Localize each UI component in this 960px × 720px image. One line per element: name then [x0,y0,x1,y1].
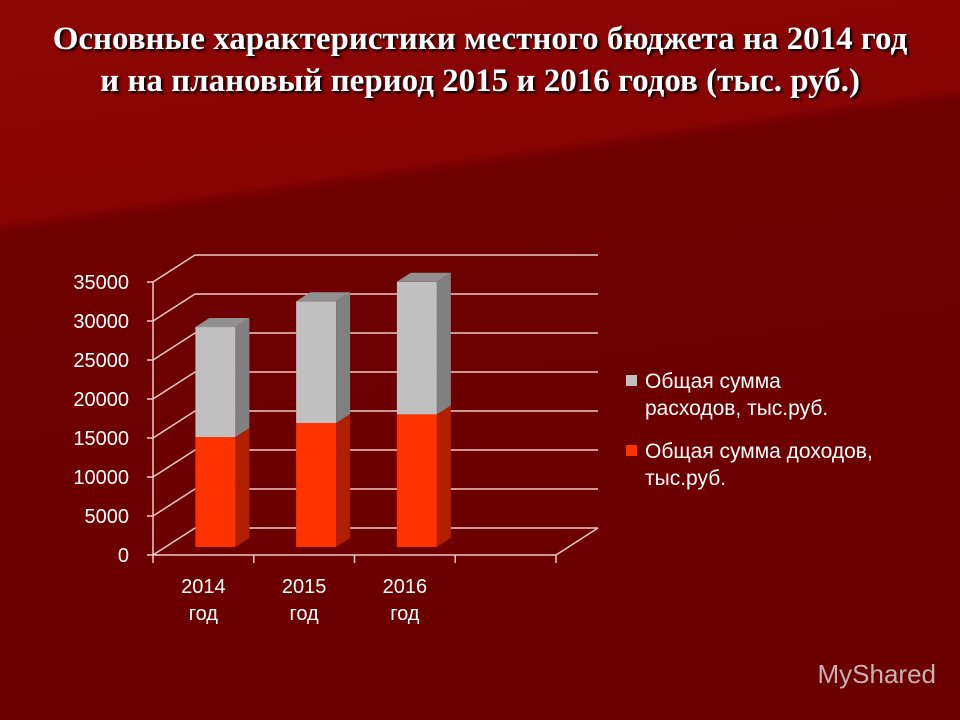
gridline-diagonal [152,254,196,283]
bar-side [436,405,451,547]
bar-side [436,272,451,415]
bar-top [396,272,451,282]
bar-front [396,414,437,547]
bar-side [235,318,250,438]
bar-front [296,301,337,423]
bar-front [195,437,236,547]
bar-side [336,292,351,423]
gridline-diagonal [152,410,196,439]
legend-swatch [626,445,637,456]
x-tick-label: 2015 [282,576,327,598]
y-tick-label: 35000 [73,272,129,294]
y-tick-label: 20000 [73,389,129,411]
x-tick-label: 2014 [181,576,226,598]
x-tick-label: год [189,603,219,625]
legend-swatch [626,375,637,386]
gridline-diagonal [152,371,196,400]
legend-label: Общая сумма [645,370,781,393]
watermark-logo: MyShared [817,659,937,689]
x-tick-label: 2016 [383,576,428,598]
bar-front [296,422,337,547]
bar-top [195,318,250,328]
y-tick-label: 5000 [85,506,130,528]
gridline-diagonal [152,488,196,517]
x-tick-label: год [290,603,320,625]
legend-label: расходов, тыс.руб. [645,397,828,420]
y-tick-label: 25000 [73,350,129,372]
y-tick-label: 30000 [73,311,129,333]
gridline-diagonal [152,332,196,361]
x-tick-label: год [390,603,420,625]
y-tick-label: 0 [118,545,129,567]
bar-top [296,292,351,302]
bar-front [195,327,236,438]
bar-side [336,413,351,547]
legend-label: тыс.руб. [645,467,726,490]
gridline-diagonal [152,527,196,556]
floor-edge [555,527,599,556]
bar-side [235,428,250,547]
legend-label: Общая сумма доходов, [645,440,873,463]
chart-title: Основные характеристики местного бюджета… [52,21,908,99]
y-tick-label: 10000 [73,467,129,489]
gridline-diagonal [152,293,196,322]
gridline-diagonal [152,449,196,478]
bar-front [396,281,437,415]
y-tick-label: 15000 [73,428,129,450]
